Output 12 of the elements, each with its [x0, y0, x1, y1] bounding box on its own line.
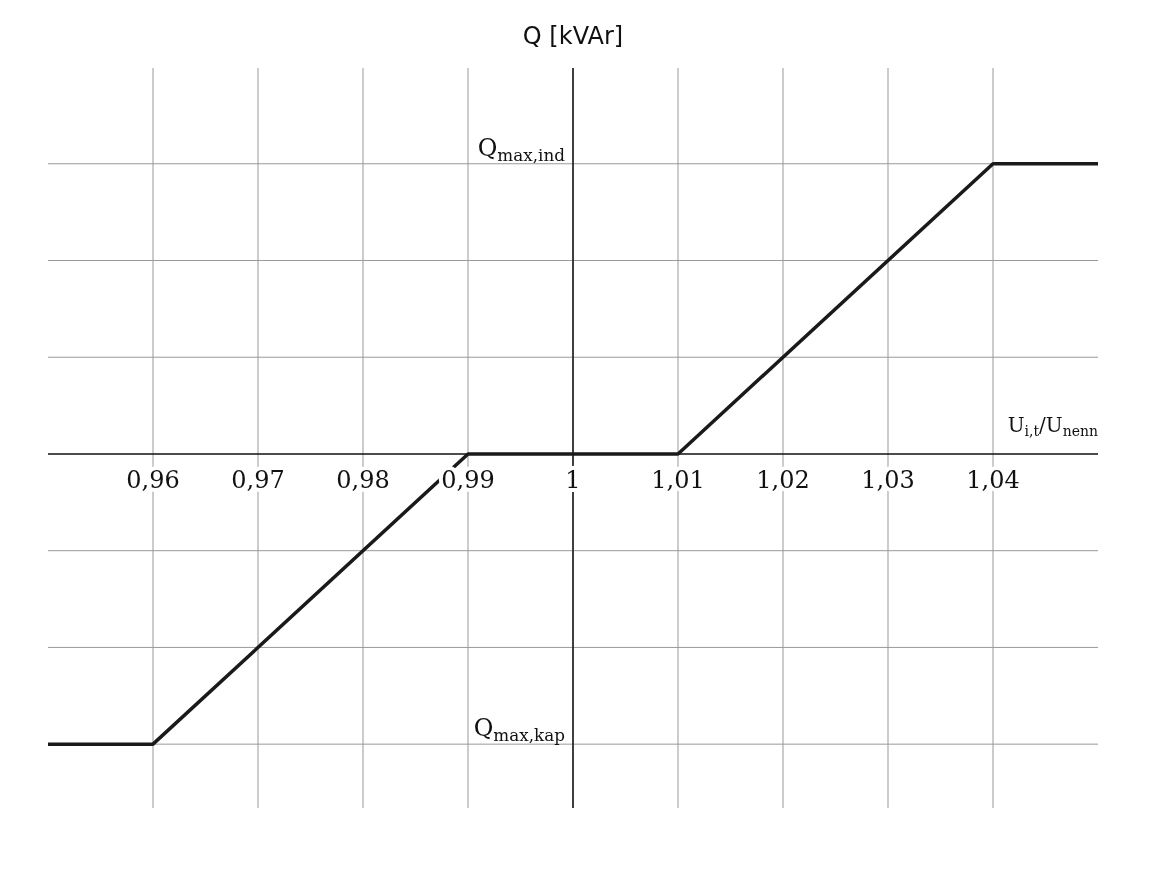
annotation: Q$_{max,ind}$ [477, 133, 566, 165]
x-tick-label: 1,04 [966, 465, 1020, 494]
x-tick-label: 1,02 [756, 465, 810, 494]
x-axis-title: U$_{i,t}$/U$_{nenn}$ [1007, 412, 1098, 440]
x-tick-label: 0,99 [441, 465, 495, 494]
annotation: Q$_{max,kap}$ [473, 714, 565, 746]
x-tick-label: 0,98 [336, 465, 390, 494]
x-tick-label: 1,01 [651, 465, 705, 494]
y-axis-title: Q [kVAr] [522, 22, 624, 50]
x-tick-label: 1,03 [861, 465, 915, 494]
x-tick-label: 0,97 [231, 465, 285, 494]
x-tick-label: 0,96 [126, 465, 180, 494]
